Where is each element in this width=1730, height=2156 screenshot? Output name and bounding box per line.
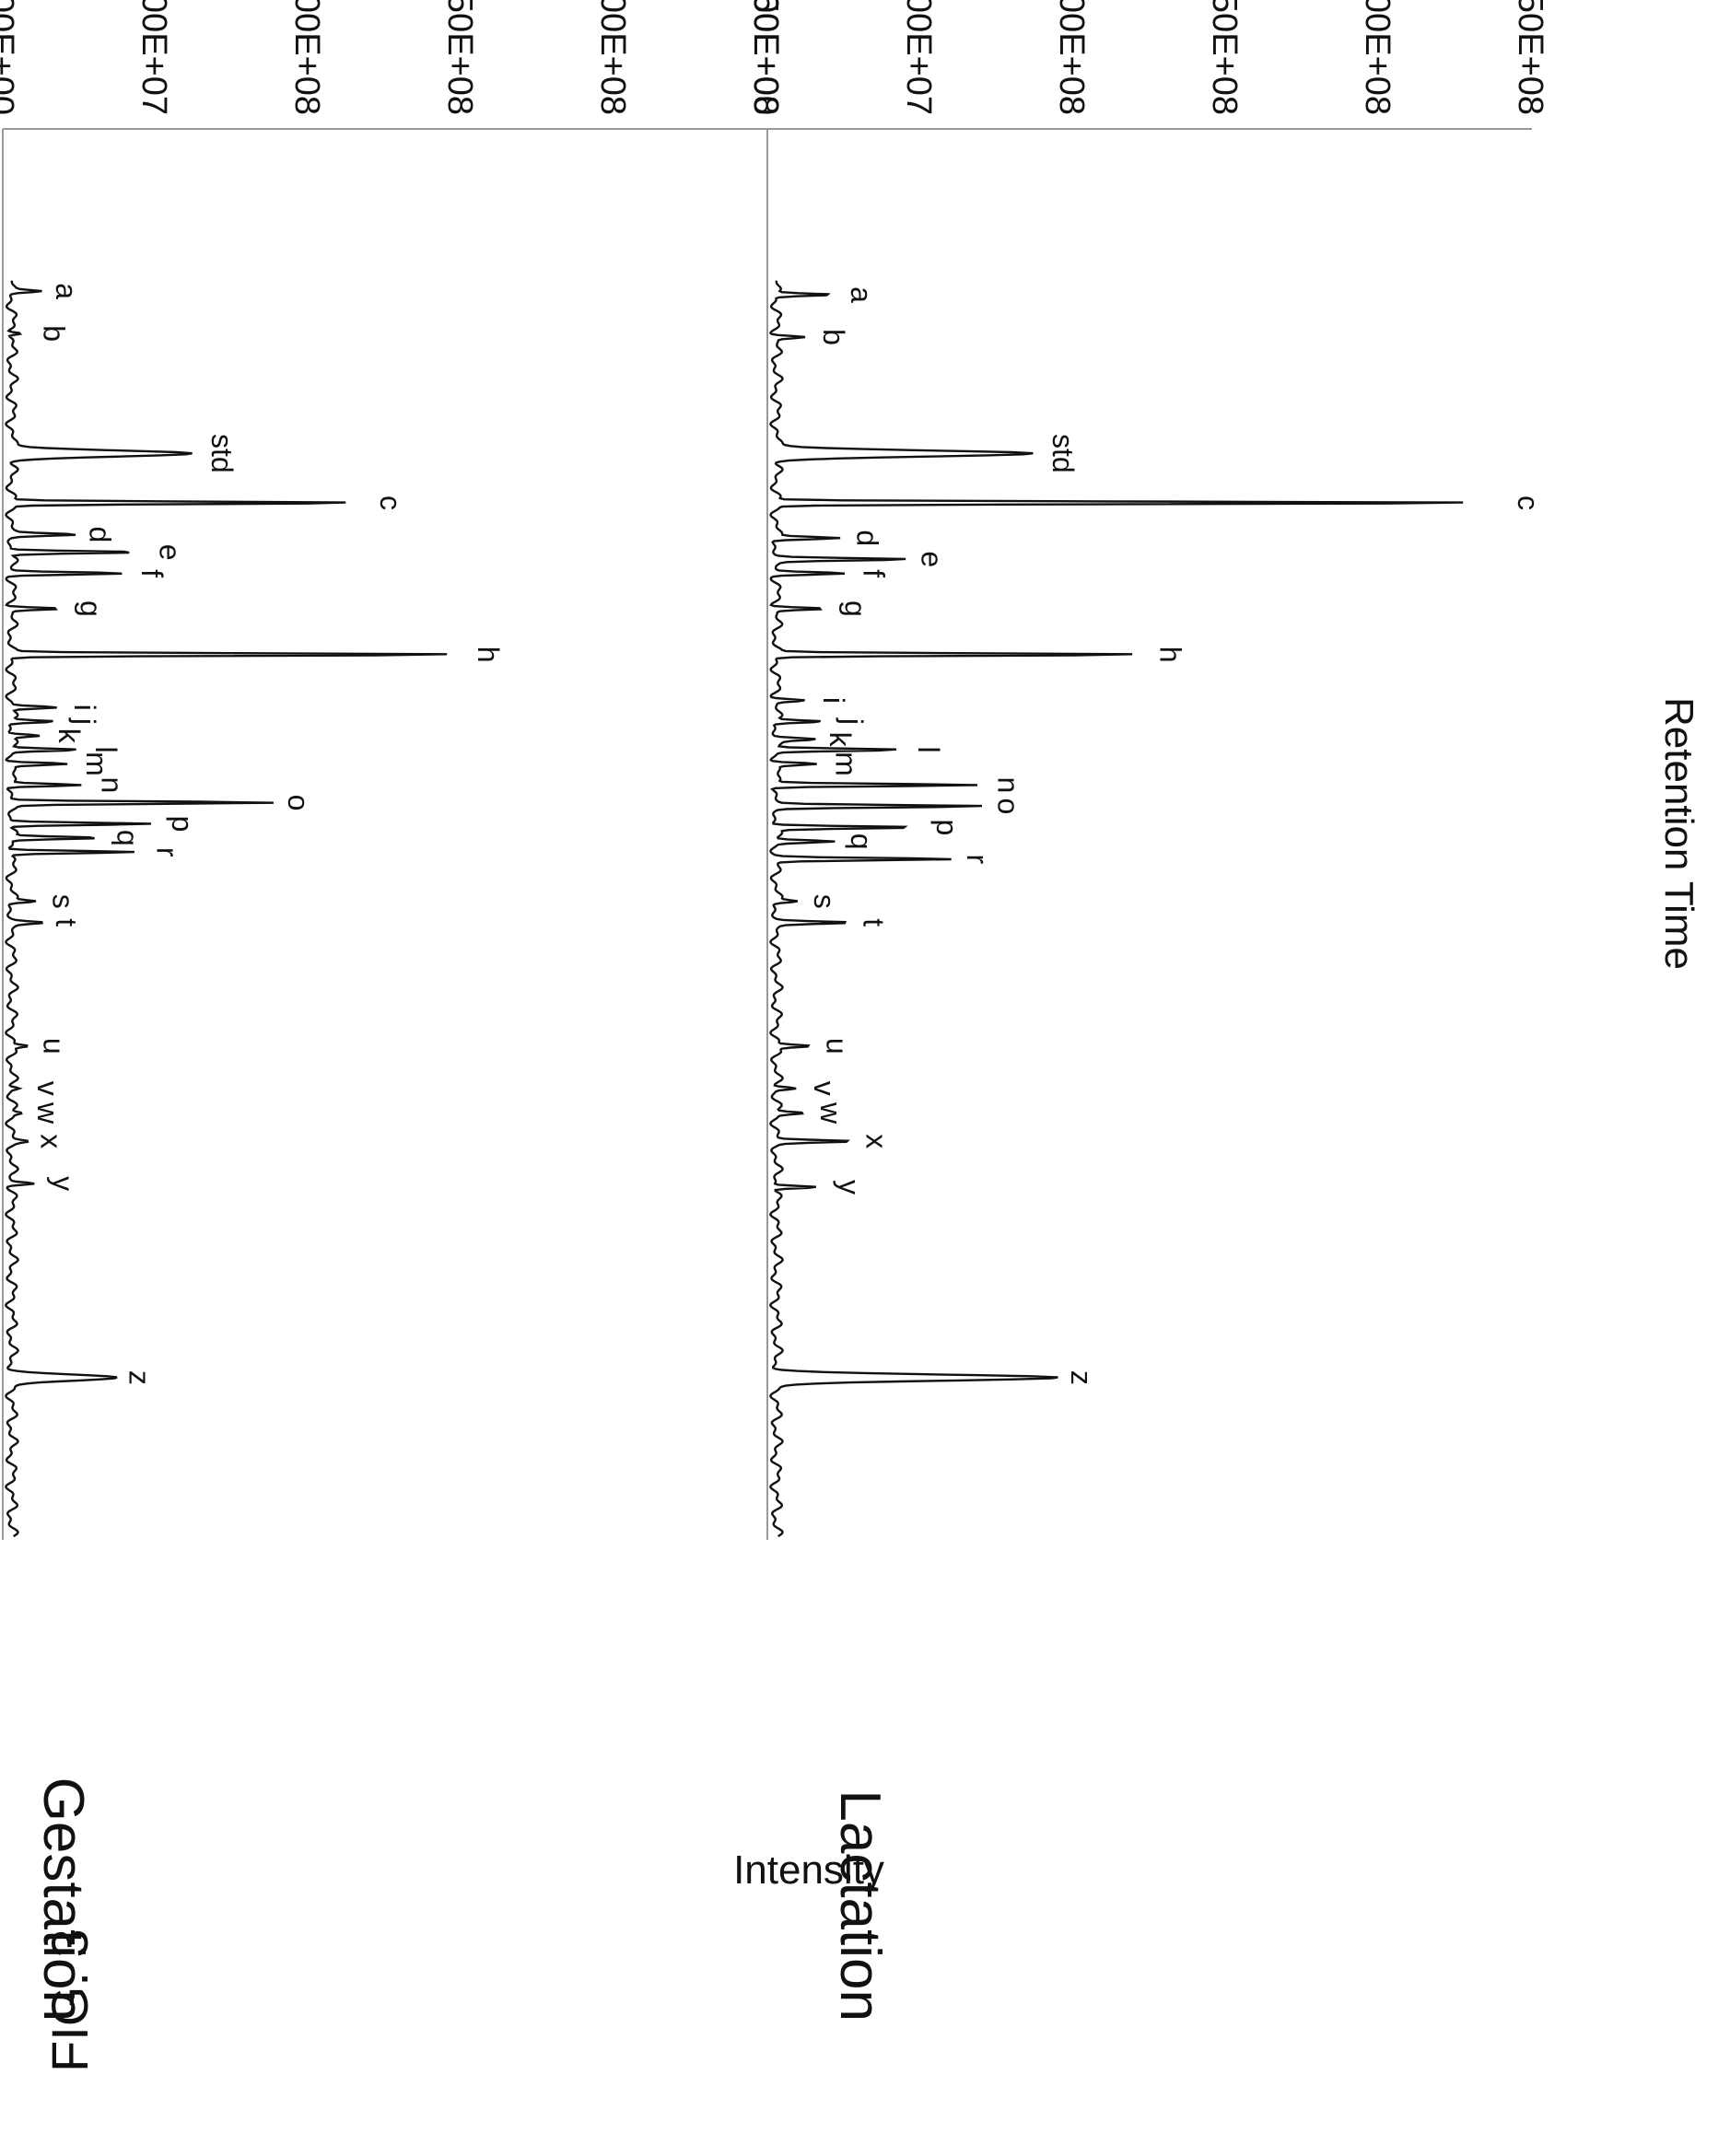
peak-label: t	[857, 918, 890, 926]
peak-label: l	[912, 747, 945, 753]
y-tick-label: 5.00E+07	[899, 0, 938, 115]
chromatogram-trace	[768, 280, 1464, 1538]
peak-label: u	[820, 1038, 853, 1055]
y-tick-label: 2.00E+08	[593, 0, 632, 115]
peak-label: s	[808, 894, 841, 909]
lactation-panel: Lactation 0.00E+00 5.00E+07 1.00E+08 1.50E+…	[746, 0, 1549, 2022]
peak-label: q	[111, 830, 144, 846]
rotated-chart-group: Intensity Retention Time Gestation 0.00E…	[0, 0, 1701, 2022]
y-tick-label: 1.50E+08	[440, 0, 479, 115]
peak-label: e	[915, 551, 948, 567]
peak-label: h	[472, 647, 505, 663]
peak-label: s	[47, 894, 80, 909]
peak-label: n	[991, 776, 1024, 793]
peak-label: c	[1512, 495, 1545, 510]
peak-label: n	[96, 776, 129, 793]
peak-label: c	[374, 495, 407, 510]
peak-label: h	[1153, 647, 1186, 663]
x-axis-label: Retention Time	[1656, 697, 1701, 970]
peak-label: a	[845, 286, 878, 303]
peak-label: f	[135, 569, 169, 577]
peak-label: r	[150, 847, 183, 857]
peak-label: j	[836, 717, 869, 725]
peak-label: v	[31, 1081, 64, 1096]
peak-label: l	[89, 747, 123, 753]
gestation-panel: Gestation 0.00E+00 5.00E+07 1.00E+08 1.50E+…	[0, 0, 785, 2022]
peak-label: j	[68, 717, 101, 725]
peak-label: u	[38, 1038, 71, 1055]
peak-label: w	[31, 1101, 64, 1125]
figure-label: FIG. 3	[41, 1929, 99, 2072]
y-tick-label: 2.50E+08	[1511, 0, 1549, 115]
peak-label: g	[74, 600, 107, 617]
peak-label: d	[83, 527, 116, 543]
peak-label: o	[282, 795, 315, 811]
peak-label: std	[205, 434, 239, 473]
peak-label: t	[50, 918, 83, 926]
peak-label: e	[154, 544, 187, 561]
peak-label: x	[860, 1134, 894, 1148]
peak-label: q	[845, 833, 878, 850]
peak-label: y	[47, 1176, 80, 1191]
y-tick-label: 2.00E+08	[1358, 0, 1397, 115]
y-tick-label: 1.50E+08	[1205, 0, 1244, 115]
y-tick-label: 5.00E+07	[134, 0, 173, 115]
gestation-title: Gestation	[31, 1777, 95, 2022]
peak-label: b	[38, 325, 71, 342]
peak-label: r	[961, 854, 994, 864]
peak-label: z	[123, 1370, 157, 1385]
peak-label: d	[851, 530, 884, 546]
peak-label: m	[829, 752, 862, 776]
peak-label: k	[53, 728, 86, 744]
peak-label: f	[857, 569, 890, 577]
peak-label: v	[808, 1081, 841, 1096]
peak-label: p	[930, 819, 964, 835]
chromatogram-trace	[5, 280, 448, 1538]
peak-label: x	[34, 1134, 67, 1148]
peak-label: o	[991, 798, 1024, 814]
peak-label: w	[814, 1101, 847, 1125]
peak-label: g	[838, 600, 871, 617]
y-tick-label: 1.00E+08	[1052, 0, 1091, 115]
peak-label: y	[833, 1180, 866, 1195]
peak-label: i	[817, 697, 850, 704]
peak-label: std	[1046, 434, 1080, 473]
peak-label: z	[1065, 1370, 1098, 1385]
peak-label: b	[817, 329, 850, 345]
y-axis-label: Intensity	[733, 1847, 884, 1893]
lactation-title: Lactation	[828, 1789, 892, 2022]
y-tick-label: 0.00E+00	[746, 0, 785, 115]
peak-label: a	[50, 283, 83, 299]
peak-label: i	[68, 705, 101, 711]
peak-label: p	[166, 816, 199, 833]
peak-label: m	[80, 752, 113, 776]
y-tick-label: 2.50E+08	[746, 0, 785, 115]
y-tick-label: 0.00E+00	[0, 0, 20, 115]
y-tick-label: 1.00E+08	[287, 0, 326, 115]
peak-label: k	[824, 732, 857, 748]
